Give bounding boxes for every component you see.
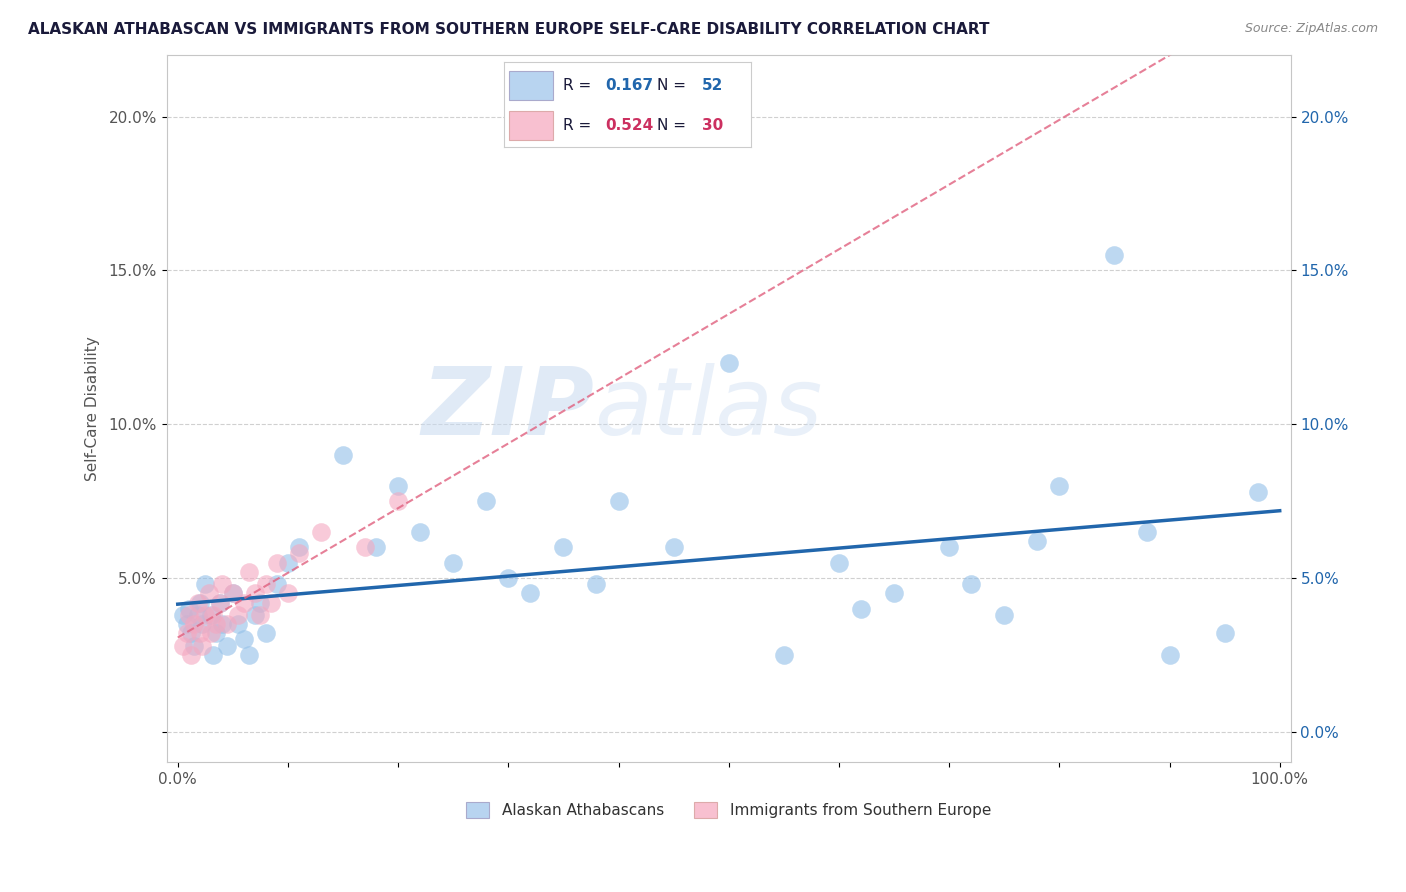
- Point: [211, 577, 233, 591]
- Text: Source: ZipAtlas.com: Source: ZipAtlas.com: [1244, 22, 1378, 36]
- Point: [197, 586, 219, 600]
- Point: [1104, 248, 1126, 262]
- Point: [180, 626, 202, 640]
- Point: [277, 556, 299, 570]
- Point: [191, 639, 214, 653]
- Point: [194, 607, 217, 622]
- Point: [1213, 626, 1236, 640]
- Point: [228, 607, 250, 622]
- Point: [217, 639, 239, 653]
- Point: [849, 601, 872, 615]
- Point: [177, 601, 200, 615]
- Point: [387, 494, 409, 508]
- Point: [553, 540, 575, 554]
- Point: [243, 607, 266, 622]
- Point: [183, 617, 205, 632]
- Point: [228, 617, 250, 632]
- Point: [172, 607, 194, 622]
- Point: [188, 626, 211, 640]
- Point: [662, 540, 685, 554]
- Point: [180, 648, 202, 662]
- Point: [938, 540, 960, 554]
- Point: [387, 478, 409, 492]
- Point: [828, 556, 851, 570]
- Point: [176, 626, 198, 640]
- Point: [475, 494, 498, 508]
- Point: [364, 540, 387, 554]
- Point: [200, 607, 222, 622]
- Point: [191, 617, 214, 632]
- Point: [183, 639, 205, 653]
- Point: [354, 540, 377, 554]
- Point: [217, 617, 239, 632]
- Point: [177, 607, 200, 622]
- Point: [260, 595, 283, 609]
- Point: [772, 648, 794, 662]
- Legend: Alaskan Athabascans, Immigrants from Southern Europe: Alaskan Athabascans, Immigrants from Sou…: [458, 794, 998, 825]
- Point: [409, 524, 432, 539]
- Point: [211, 617, 233, 632]
- Point: [332, 448, 354, 462]
- Point: [187, 607, 209, 622]
- Point: [266, 556, 288, 570]
- Point: [205, 617, 228, 632]
- Point: [1047, 478, 1070, 492]
- Point: [1026, 534, 1049, 549]
- Point: [188, 595, 211, 609]
- Point: [288, 546, 311, 560]
- Point: [254, 577, 277, 591]
- Point: [1159, 648, 1181, 662]
- Point: [222, 586, 245, 600]
- Point: [309, 524, 332, 539]
- Point: [249, 595, 271, 609]
- Point: [254, 626, 277, 640]
- Text: ZIP: ZIP: [420, 363, 593, 455]
- Point: [441, 556, 464, 570]
- Y-axis label: Self-Care Disability: Self-Care Disability: [86, 336, 100, 481]
- Point: [883, 586, 905, 600]
- Point: [176, 617, 198, 632]
- Text: atlas: atlas: [593, 363, 823, 454]
- Point: [249, 607, 271, 622]
- Point: [243, 586, 266, 600]
- Point: [172, 639, 194, 653]
- Point: [960, 577, 983, 591]
- Point: [498, 571, 520, 585]
- Point: [194, 577, 217, 591]
- Point: [266, 577, 288, 591]
- Point: [187, 595, 209, 609]
- Point: [1136, 524, 1159, 539]
- Point: [585, 577, 607, 591]
- Point: [202, 648, 225, 662]
- Point: [238, 648, 260, 662]
- Point: [1246, 484, 1268, 499]
- Point: [717, 356, 740, 370]
- Point: [202, 607, 225, 622]
- Point: [232, 595, 254, 609]
- Point: [208, 595, 231, 609]
- Point: [232, 632, 254, 647]
- Point: [205, 626, 228, 640]
- Point: [238, 565, 260, 579]
- Point: [200, 626, 222, 640]
- Point: [288, 540, 311, 554]
- Point: [277, 586, 299, 600]
- Point: [993, 607, 1015, 622]
- Point: [607, 494, 630, 508]
- Text: ALASKAN ATHABASCAN VS IMMIGRANTS FROM SOUTHERN EUROPE SELF-CARE DISABILITY CORRE: ALASKAN ATHABASCAN VS IMMIGRANTS FROM SO…: [28, 22, 990, 37]
- Point: [208, 595, 231, 609]
- Point: [519, 586, 541, 600]
- Point: [222, 586, 245, 600]
